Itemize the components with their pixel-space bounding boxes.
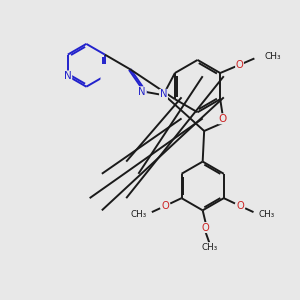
Text: CH₃: CH₃: [264, 52, 281, 61]
Text: CH₃: CH₃: [259, 210, 275, 219]
Text: N: N: [160, 89, 167, 99]
Text: O: O: [218, 114, 227, 124]
Text: O: O: [161, 201, 169, 211]
Text: N: N: [101, 71, 109, 81]
Text: N: N: [64, 71, 72, 81]
Text: O: O: [202, 223, 209, 232]
Text: N: N: [139, 87, 146, 97]
Text: CH₃: CH₃: [201, 243, 217, 252]
Text: O: O: [236, 201, 244, 211]
Text: CH₃: CH₃: [130, 210, 146, 219]
Text: O: O: [236, 60, 243, 70]
Text: N: N: [139, 87, 146, 97]
Text: N: N: [160, 89, 167, 99]
